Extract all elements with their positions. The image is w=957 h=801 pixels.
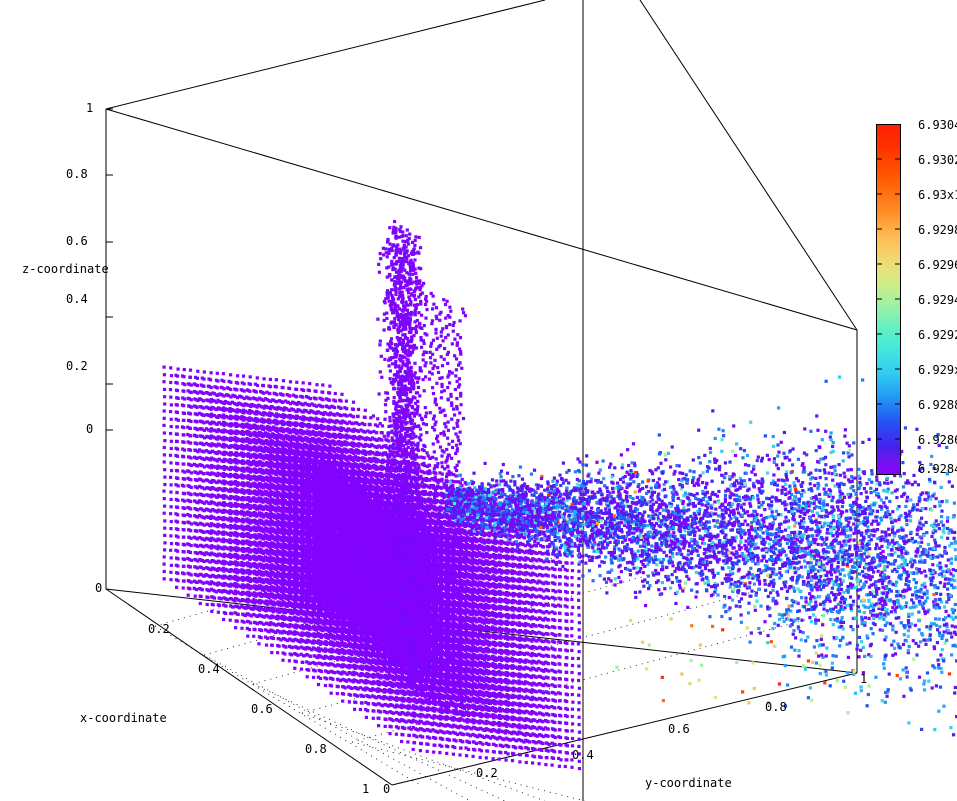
x-tick-1: 1	[362, 782, 369, 796]
colorbar-tick-7: 6.929x	[918, 363, 957, 377]
z-tick-1: 1	[86, 101, 93, 115]
y-tick-0-6: 0.6	[668, 722, 690, 736]
x-tick-0: 0	[95, 581, 102, 595]
colorbar-tick-3: 6.9298	[918, 223, 957, 237]
z-tick-marks	[106, 108, 113, 431]
x-axis-label: x-coordinate	[80, 711, 167, 725]
colorbar-tick-5: 6.9294	[918, 293, 957, 307]
y-tick-0-4: 0.4	[572, 748, 594, 762]
x-tick-0-2: 0.2	[148, 622, 170, 636]
box-edges	[105, 0, 858, 801]
y-tick-0-2: 0.2	[476, 766, 498, 780]
y-axis-label: y-coordinate	[645, 776, 732, 790]
z-axis-label: z-coordinate	[22, 262, 109, 276]
y-tick-0: 0	[383, 782, 390, 796]
colorbar-tick-6: 6.9292	[918, 328, 957, 342]
y-tick-1: 1	[860, 672, 867, 686]
colorbar-tick-10: 6.9284	[918, 462, 957, 476]
colorbar-tick-8: 6.9288	[918, 398, 957, 412]
z-tick-0-6: 0.6	[66, 234, 88, 248]
z-tick-0: 0	[86, 422, 93, 436]
colorbar-tick-0: 6.9304	[918, 118, 957, 132]
z-tick-0-2: 0.2	[66, 359, 88, 373]
x-tick-0-6: 0.6	[251, 702, 273, 716]
colorbar-tick-1: 6.9302	[918, 153, 957, 167]
x-tick-0-4: 0.4	[198, 662, 220, 676]
z-tick-0-8: 0.8	[66, 167, 88, 181]
z-tick-0-4: 0.4	[66, 292, 88, 306]
colorbar-tick-2: 6.93x1	[918, 188, 957, 202]
x-tick-0-8: 0.8	[305, 742, 327, 756]
y-tick-0-8: 0.8	[765, 700, 787, 714]
